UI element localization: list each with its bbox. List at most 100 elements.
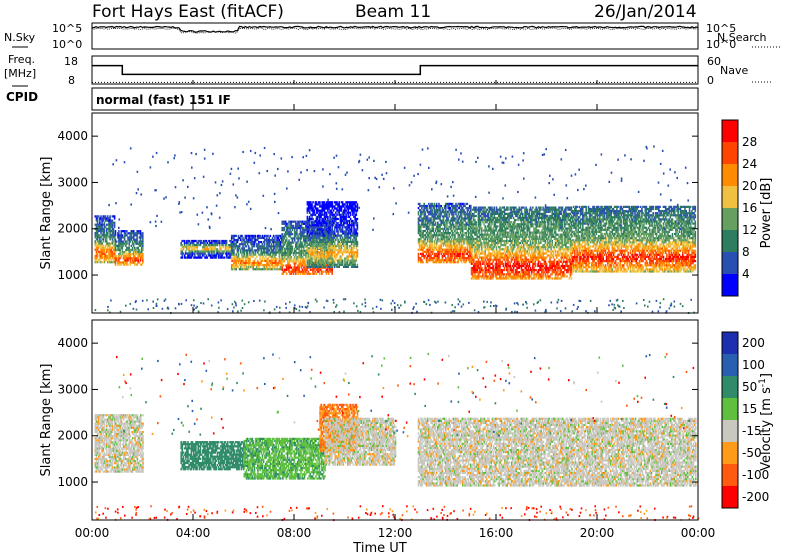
power-cell (318, 268, 321, 271)
power-cell (190, 256, 193, 259)
power-cell (99, 261, 101, 264)
power-cell (466, 238, 469, 241)
power-cell (276, 268, 278, 271)
power-cell (494, 244, 497, 247)
power-cell (313, 232, 315, 235)
power-cell (311, 234, 313, 237)
power-cell (352, 259, 354, 262)
power-cell (328, 264, 330, 267)
power-cell (424, 221, 427, 224)
power-cell (462, 229, 464, 233)
power-cell (341, 203, 344, 206)
power-cell (338, 224, 340, 227)
power-cell (304, 260, 306, 263)
power-cell (100, 215, 102, 218)
power-cell (142, 246, 144, 249)
power-cell (316, 224, 319, 227)
power-cell (339, 255, 342, 258)
power-cell (103, 252, 106, 255)
power-cell (319, 209, 321, 212)
power-cell (234, 255, 236, 258)
power-cell (336, 213, 338, 216)
power-cell (305, 270, 307, 273)
power-cell (426, 238, 429, 241)
power-cell (435, 209, 438, 212)
power-cell (137, 242, 139, 245)
power-cell (452, 211, 455, 214)
power-cell (112, 234, 115, 237)
power-cell (301, 260, 304, 263)
power-cell (267, 257, 269, 260)
power-cell (109, 234, 111, 237)
power-cell (353, 211, 355, 214)
power-cell (473, 223, 475, 226)
power-cell (192, 256, 195, 259)
power-cell (289, 245, 291, 248)
power-cell (246, 268, 249, 271)
power-cell (290, 251, 293, 255)
power-cell (315, 215, 318, 218)
power-cell (121, 240, 124, 243)
power-cell (495, 262, 498, 265)
power-cell (282, 245, 285, 248)
power-cell (136, 242, 138, 245)
power-cell (464, 204, 466, 208)
power-cell (488, 229, 491, 232)
power-cell (235, 234, 237, 237)
power-cell (429, 244, 431, 247)
power-cell (313, 226, 315, 229)
power-cell (324, 259, 327, 262)
power-cell (493, 206, 496, 209)
power-cell (429, 240, 431, 243)
power-cell (439, 244, 441, 247)
power-cell (187, 241, 189, 245)
power-cell (250, 253, 252, 256)
power-cell (496, 239, 499, 243)
power-cell (335, 244, 337, 248)
power-cell (486, 225, 489, 228)
power-cell (105, 229, 108, 233)
power-cell (103, 234, 106, 237)
power-cell (494, 266, 497, 270)
power-cell (341, 232, 344, 235)
power-cell (308, 234, 311, 237)
power-cell (470, 204, 472, 208)
power-cell (433, 244, 436, 247)
power-cell (255, 238, 258, 242)
power-cell (450, 211, 453, 214)
power-cell (222, 252, 224, 255)
power-cell (291, 237, 294, 240)
power-cell (113, 261, 116, 264)
power-cell (437, 217, 439, 220)
power-cell (458, 227, 461, 230)
power-cell (108, 257, 110, 260)
power-cell (475, 248, 477, 251)
power-cell (240, 257, 242, 260)
power-cell (187, 246, 189, 249)
power-cell (310, 205, 312, 208)
power-cell (341, 263, 344, 266)
power-cell (309, 245, 312, 248)
power-cell (289, 264, 291, 267)
power-cell (299, 231, 302, 234)
power-cell (340, 228, 343, 231)
power-cell (470, 248, 473, 251)
power-cell (485, 256, 488, 259)
power-cell (192, 246, 195, 249)
power-cell (448, 221, 450, 224)
power-cell (305, 266, 307, 269)
power-cell (112, 240, 115, 243)
power-cell (251, 251, 253, 254)
power-cell (288, 264, 290, 267)
power-cell (487, 266, 490, 270)
power-cell (111, 257, 114, 260)
power-cell (123, 234, 126, 237)
power-cell (142, 255, 144, 258)
power-cell (230, 255, 233, 258)
power-cell (103, 223, 106, 226)
power-cell (424, 204, 427, 208)
power-cell (324, 220, 327, 223)
power-cell (296, 260, 298, 263)
power-cell (437, 250, 439, 253)
power-cell (345, 228, 347, 231)
